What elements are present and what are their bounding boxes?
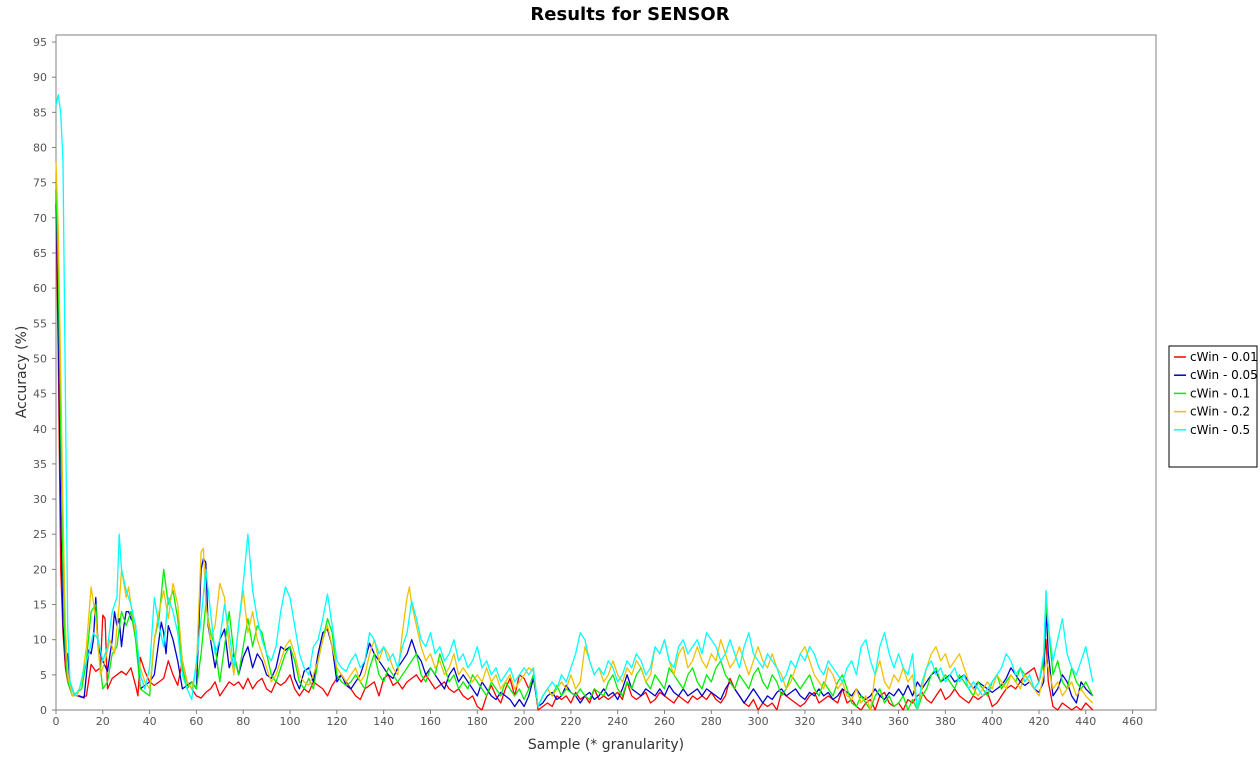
x-tick-label: 320 (794, 715, 815, 728)
legend-label: cWin - 0.05 (1190, 368, 1258, 382)
x-tick-label: 460 (1122, 715, 1143, 728)
legend-label: cWin - 0.1 (1190, 386, 1250, 400)
y-tick-label: 35 (33, 458, 47, 471)
legend-label: cWin - 0.5 (1190, 423, 1250, 437)
legend-box (1168, 345, 1258, 468)
y-tick-label: 0 (40, 704, 47, 717)
x-tick-label: 420 (1028, 715, 1049, 728)
plot-area (55, 34, 1157, 711)
y-axis-label: Accuracy (%) (14, 326, 30, 419)
y-tick-label: 75 (33, 177, 47, 190)
series-line-4 (55, 94, 1094, 711)
x-axis: 0 20 40 60 80 100 120 140 160 180 200 220 240 260 280 3… (53, 710, 1143, 728)
x-tick-label: 380 (935, 715, 956, 728)
chart-title: Results for SENSOR (530, 4, 729, 25)
y-tick-label: 65 (33, 247, 47, 260)
x-tick-label: 40 (143, 715, 157, 728)
y-tick-label: 15 (33, 599, 47, 612)
x-tick-label: 360 (888, 715, 909, 728)
y-tick-label: 70 (33, 212, 47, 225)
x-tick-label: 20 (96, 715, 110, 728)
x-tick-label: 400 (982, 715, 1003, 728)
legend: cWin - 0.01 cWin - 0.05 cWin - 0.1 cWin - 0… (1168, 345, 1258, 468)
x-axis-label: Sample (* granularity) (528, 737, 684, 753)
x-tick-label: 260 (654, 715, 675, 728)
y-tick-label: 60 (33, 282, 47, 295)
series-line-0 (55, 203, 1094, 711)
x-tick-label: 140 (373, 715, 394, 728)
y-tick-label: 50 (33, 352, 47, 365)
plot-background (55, 34, 1157, 711)
y-axis: 0 5 10 15 20 25 30 35 40 45 50 55 60 65 70 75 80 85 90 95 (33, 36, 56, 717)
y-tick-label: 5 (40, 669, 47, 682)
y-tick-label: 20 (33, 563, 47, 576)
y-tick-label: 80 (33, 142, 47, 155)
y-tick-label: 10 (33, 634, 47, 647)
x-tick-label: 200 (514, 715, 535, 728)
x-tick-label: 80 (236, 715, 250, 728)
legend-label: cWin - 0.01 (1190, 350, 1258, 364)
x-tick-label: 300 (748, 715, 769, 728)
x-tick-label: 100 (280, 715, 301, 728)
legend-label: cWin - 0.2 (1190, 405, 1250, 419)
y-tick-label: 25 (33, 528, 47, 541)
x-tick-label: 240 (607, 715, 628, 728)
x-tick-label: 60 (189, 715, 203, 728)
y-tick-label: 95 (33, 36, 47, 49)
x-tick-label: 0 (53, 715, 60, 728)
x-tick-label: 340 (841, 715, 862, 728)
x-tick-label: 280 (701, 715, 722, 728)
y-tick-label: 85 (33, 106, 47, 119)
x-tick-label: 160 (420, 715, 441, 728)
y-tick-label: 30 (33, 493, 47, 506)
series-line-1 (55, 189, 1094, 708)
legend-items: cWin - 0.01 cWin - 0.05 cWin - 0.1 cWin - 0… (1174, 350, 1258, 437)
y-tick-label: 55 (33, 317, 47, 330)
series-line-2 (55, 182, 1094, 711)
y-tick-label: 40 (33, 423, 47, 436)
y-tick-label: 90 (33, 71, 47, 84)
x-tick-label: 180 (467, 715, 488, 728)
x-tick-label: 120 (326, 715, 347, 728)
x-tick-label: 440 (1075, 715, 1096, 728)
y-tick-label: 45 (33, 388, 47, 401)
x-tick-label: 220 (560, 715, 581, 728)
series-lines (55, 94, 1094, 711)
